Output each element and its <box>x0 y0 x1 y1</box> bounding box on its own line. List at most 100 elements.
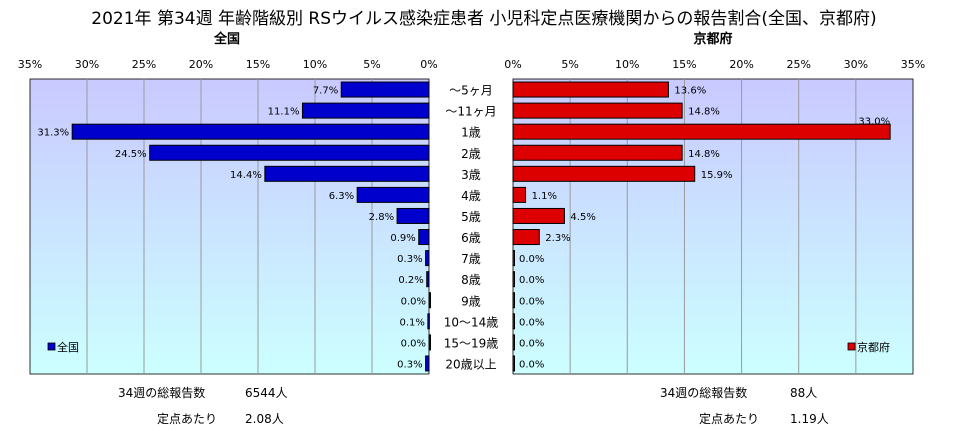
national-total-label: 34週の総報告数 <box>118 386 206 400</box>
national-data-label: 0.2% <box>398 275 423 286</box>
kyoto-data-label: 0.0% <box>519 359 544 370</box>
national-legend-swatch <box>47 342 56 351</box>
national-bar <box>71 123 430 140</box>
kyoto-data-label: 14.8% <box>688 149 720 160</box>
national-data-label: 31.3% <box>37 128 69 139</box>
national-tick-label: 20% <box>189 58 213 71</box>
kyoto-data-label: 1.1% <box>532 191 557 202</box>
kyoto-bar <box>512 355 515 372</box>
kyoto-data-label: 2.3% <box>545 233 570 244</box>
national-data-label: 11.1% <box>268 107 300 118</box>
kyoto-tick-label: 35% <box>901 58 925 71</box>
kyoto-data-label: 0.0% <box>519 317 544 328</box>
national-data-label: 0.0% <box>401 296 426 307</box>
category-label: 8歳 <box>461 273 481 287</box>
national-plot-area <box>29 78 430 375</box>
kyoto-bar <box>512 334 515 351</box>
chart-title: 2021年 第34週 年齢階級別 RSウイルス感染症患者 小児科定点医療機関から… <box>91 9 877 29</box>
kyoto-data-label: 0.0% <box>519 338 544 349</box>
national-data-label: 0.1% <box>399 317 424 328</box>
national-bar <box>418 229 430 246</box>
kyoto-per-value: 1.19人 <box>790 412 829 426</box>
national-per-value: 2.08人 <box>245 412 284 426</box>
kyoto-data-label: 4.5% <box>570 212 595 223</box>
national-data-label: 7.7% <box>313 86 338 97</box>
kyoto-bar <box>512 186 527 203</box>
kyoto-bar <box>512 250 515 267</box>
kyoto-bar <box>512 123 891 140</box>
national-data-label: 0.3% <box>397 359 422 370</box>
kyoto-bar <box>512 102 683 119</box>
kyoto-tick-label: 15% <box>672 58 696 71</box>
national-per-label: 定点あたり <box>157 412 218 426</box>
national-bar <box>356 186 430 203</box>
kyoto-data-label: 0.0% <box>519 296 544 307</box>
kyoto-data-label: 0.0% <box>519 275 544 286</box>
national-bar <box>428 292 431 309</box>
national-bar <box>396 207 430 224</box>
category-label: 7歳 <box>461 252 481 266</box>
category-label: 1歳 <box>461 126 481 140</box>
national-bar <box>425 355 430 372</box>
national-data-label: 24.5% <box>115 149 147 160</box>
kyoto-plot-area <box>512 78 914 375</box>
kyoto-tick-label: 30% <box>844 58 868 71</box>
national-tick-label: 30% <box>75 58 99 71</box>
national-total-value: 6544人 <box>245 386 288 400</box>
kyoto-per-label: 定点あたり <box>699 412 760 426</box>
category-label: 15～19歳 <box>444 336 499 350</box>
kyoto-panel-title: 京都府 <box>693 31 732 47</box>
kyoto-tick-label: 5% <box>561 58 578 71</box>
kyoto-legend-label: 京都府 <box>857 340 890 354</box>
national-bar <box>264 165 430 182</box>
kyoto-total-label: 34週の総報告数 <box>660 386 748 400</box>
kyoto-data-label: 0.0% <box>519 254 544 265</box>
kyoto-data-label: 33.0% <box>858 117 890 128</box>
kyoto-data-label: 15.9% <box>701 170 733 181</box>
national-tick-label: 35% <box>18 58 42 71</box>
category-label: 4歳 <box>461 189 481 203</box>
national-bar <box>425 250 430 267</box>
kyoto-bar <box>512 271 515 288</box>
kyoto-bar <box>512 207 565 224</box>
category-label: 5歳 <box>461 210 481 224</box>
national-legend-label: 全国 <box>57 340 79 354</box>
kyoto-tick-label: 10% <box>615 58 639 71</box>
kyoto-bar <box>512 81 669 98</box>
national-data-label: 2.8% <box>369 212 394 223</box>
kyoto-bar <box>512 313 515 330</box>
category-label: ～5ヶ月 <box>449 84 493 98</box>
kyoto-total-value: 88人 <box>790 386 818 400</box>
category-label: 6歳 <box>461 231 481 245</box>
kyoto-bar <box>512 229 540 246</box>
national-tick-label: 15% <box>246 58 270 71</box>
national-bar <box>427 313 430 330</box>
national-data-label: 6.3% <box>329 191 354 202</box>
category-label: 2歳 <box>461 147 481 161</box>
kyoto-tick-label: 25% <box>786 58 810 71</box>
kyoto-bar <box>512 292 515 309</box>
category-label: 10～14歳 <box>444 315 499 329</box>
national-bar <box>301 102 430 119</box>
national-tick-label: 0% <box>420 58 437 71</box>
category-label: ～11ヶ月 <box>445 105 496 119</box>
national-panel-title: 全国 <box>213 31 240 47</box>
national-data-label: 0.3% <box>397 254 422 265</box>
kyoto-bar <box>512 165 696 182</box>
national-tick-label: 5% <box>363 58 380 71</box>
national-tick-label: 10% <box>303 58 327 71</box>
kyoto-data-label: 13.6% <box>674 86 706 97</box>
national-data-label: 0.9% <box>390 233 415 244</box>
category-label: 20歳以上 <box>445 357 496 371</box>
kyoto-tick-label: 0% <box>504 58 521 71</box>
national-tick-label: 25% <box>132 58 156 71</box>
national-data-label: 0.0% <box>401 338 426 349</box>
national-data-label: 14.4% <box>230 170 262 181</box>
national-bar <box>149 144 430 161</box>
category-label: 3歳 <box>461 168 481 182</box>
kyoto-bar <box>512 144 683 161</box>
kyoto-legend-swatch <box>847 342 856 351</box>
category-label: 9歳 <box>461 294 481 308</box>
kyoto-data-label: 14.8% <box>688 107 720 118</box>
